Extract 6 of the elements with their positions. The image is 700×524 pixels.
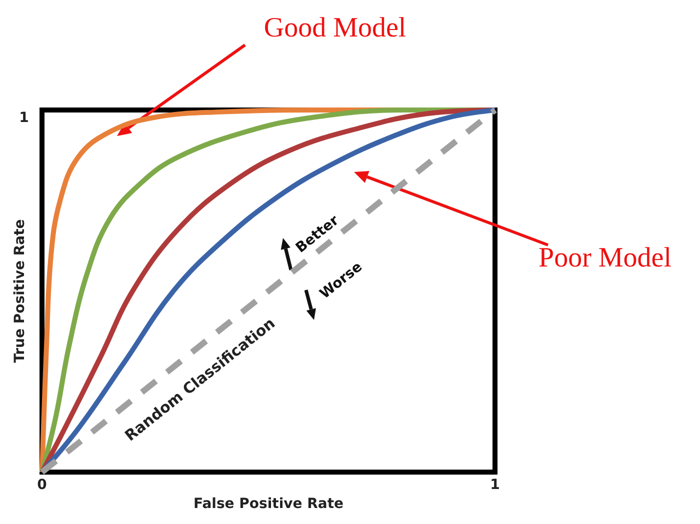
y-axis-title: True Positive Rate <box>12 219 28 363</box>
text: 1 <box>19 110 29 126</box>
x-axis-title: False Positive Rate <box>193 496 344 512</box>
text: Poor Model <box>538 242 672 274</box>
text: Good Model <box>264 12 406 44</box>
x-tick-label: 0 <box>37 477 48 494</box>
